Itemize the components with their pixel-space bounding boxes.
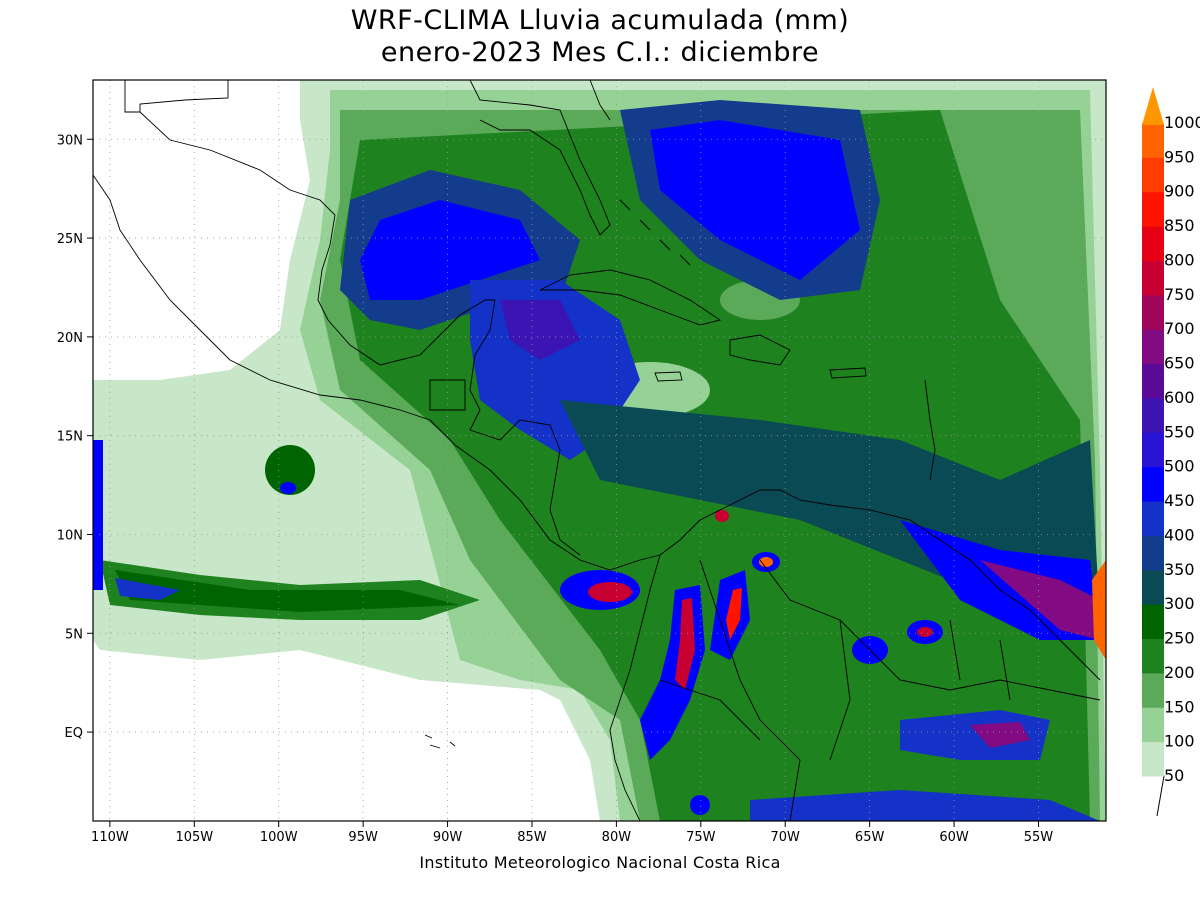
colorbar-label: 50 (1164, 766, 1184, 785)
colorbar-swatch (1142, 466, 1164, 502)
colorbar-label: 400 (1164, 525, 1195, 544)
colorbar-label: 700 (1164, 319, 1195, 338)
lon-tick-label: 100W (260, 830, 298, 845)
colorbar-legend: 50 100 150 200 250 300 350 400 450 500 550 600 650 70… (1142, 87, 1200, 817)
lon-tick-label: 55W (1024, 830, 1054, 845)
colorbar-swatch (1142, 294, 1164, 330)
colorbar-label: 350 (1164, 560, 1195, 579)
colorbar-swatch (1142, 191, 1164, 227)
coastlines (93, 80, 1101, 821)
lon-tick-label: 60W (939, 830, 969, 845)
colorbar-label: 850 (1164, 216, 1195, 235)
colorbar-swatch-top (1142, 87, 1164, 125)
map-subtitle: enero-2023 Mes C.I.: diciembre (380, 37, 820, 68)
colorbar-swatch (1142, 329, 1164, 365)
colorbar-swatch (1142, 226, 1164, 261)
colorbar-swatch (1142, 569, 1164, 605)
lon-tick-label: 75W (686, 830, 716, 845)
lat-tick-label: 10N (57, 528, 83, 543)
lat-tick-label: EQ (65, 726, 83, 741)
colorbar-label: 600 (1164, 388, 1195, 407)
lon-tick-label: 65W (855, 830, 885, 845)
lon-tick-label: 110W (91, 830, 129, 845)
colorbar-swatch (1142, 501, 1164, 536)
colorbar-label: 450 (1164, 491, 1195, 510)
colorbar-swatch (1142, 123, 1164, 158)
lon-tick-label: 80W (602, 830, 632, 845)
lat-tick-label: 15N (57, 430, 83, 445)
colorbar-swatch (1142, 432, 1164, 468)
map-title: WRF-CLIMA Lluvia acumulada (mm) (350, 5, 850, 36)
colorbar-label: 800 (1164, 250, 1195, 269)
lon-tick-label: 70W (771, 830, 801, 845)
credit-text: Instituto Meteorologico Nacional Costa R… (419, 853, 781, 872)
colorbar-label: 650 (1164, 354, 1195, 373)
colorbar-label: 900 (1164, 182, 1195, 201)
colorbar-label: 500 (1164, 457, 1195, 476)
colorbar-swatch (1142, 741, 1164, 777)
colorbar-swatch (1142, 604, 1164, 640)
colorbar-swatch (1142, 672, 1164, 708)
rainfall-field (93, 80, 1106, 821)
colorbar-label: 250 (1164, 629, 1195, 648)
lon-tick-label: 85W (517, 830, 547, 845)
plot-frame (92, 79, 1107, 822)
lon-tick-label: 90W (433, 830, 463, 845)
colorbar-swatch (1142, 363, 1164, 399)
colorbar-swatch (1142, 535, 1164, 571)
lat-tick-label: 5N (65, 627, 83, 642)
graticule (93, 80, 1106, 821)
lat-tick-label: 20N (57, 331, 83, 346)
colorbar-label: 150 (1164, 697, 1195, 716)
colorbar-label: 200 (1164, 663, 1195, 682)
colorbar-swatch (1142, 157, 1164, 193)
colorbar-label: 750 (1164, 285, 1195, 304)
colorbar-label: 550 (1164, 422, 1195, 441)
colorbar-swatch (1142, 260, 1164, 296)
longitude-tick-labels: 110W 105W 100W 95W 90W 85W 80W 75W 70W 65W 60W 55W (91, 821, 1053, 845)
colorbar-label: 1000 (1164, 113, 1200, 132)
colorbar-label: 950 (1164, 147, 1195, 166)
colorbar-swatch (1142, 638, 1164, 674)
lat-tick-label: 30N (57, 133, 83, 148)
colorbar-swatch (1142, 707, 1164, 743)
latitude-tick-labels: 30N 25N 20N 15N 10N 5N EQ (57, 133, 93, 741)
lon-tick-label: 105W (175, 830, 213, 845)
colorbar-label: 100 (1164, 732, 1195, 751)
colorbar-label: 300 (1164, 594, 1195, 613)
lat-tick-label: 25N (57, 232, 83, 247)
colorbar-swatch (1142, 397, 1164, 433)
lon-tick-label: 95W (348, 830, 378, 845)
colorbar-low-end (1142, 775, 1165, 817)
